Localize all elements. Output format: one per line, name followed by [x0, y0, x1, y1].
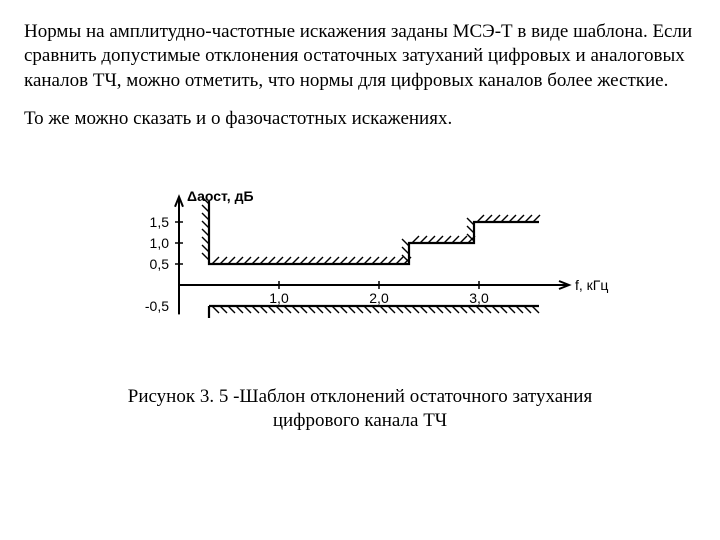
figure-container: 1,0 2,0 3,0 1,5 1,0 0,5 -0,5 Δaост, дБ f, кГц: [84, 145, 696, 361]
caption-line-1: Рисунок 3. 5 -Шаблон отклонений остаточн…: [128, 386, 592, 407]
figure-caption: Рисунок 3. 5 -Шаблон отклонений остаточн…: [24, 385, 696, 433]
svg-text:1,5: 1,5: [150, 214, 170, 230]
svg-text:1,0: 1,0: [269, 290, 289, 306]
paragraph-2: То же можно сказать и о фазочастотных ис…: [24, 107, 696, 131]
svg-text:-0,5: -0,5: [145, 298, 169, 314]
caption-line-2: цифрового канала ТЧ: [273, 410, 447, 431]
svg-text:1,0: 1,0: [150, 235, 170, 251]
svg-text:0,5: 0,5: [150, 256, 170, 272]
svg-text:2,0: 2,0: [369, 290, 389, 306]
svg-text:f, кГц: f, кГц: [575, 277, 608, 293]
paragraph-1: Нормы на амплитудно-частотные искажения …: [24, 20, 696, 93]
svg-text:3,0: 3,0: [469, 290, 489, 306]
template-chart: 1,0 2,0 3,0 1,5 1,0 0,5 -0,5 Δaост, дБ f, кГц: [84, 145, 624, 355]
svg-text:Δaост, дБ: Δaост, дБ: [187, 188, 254, 204]
